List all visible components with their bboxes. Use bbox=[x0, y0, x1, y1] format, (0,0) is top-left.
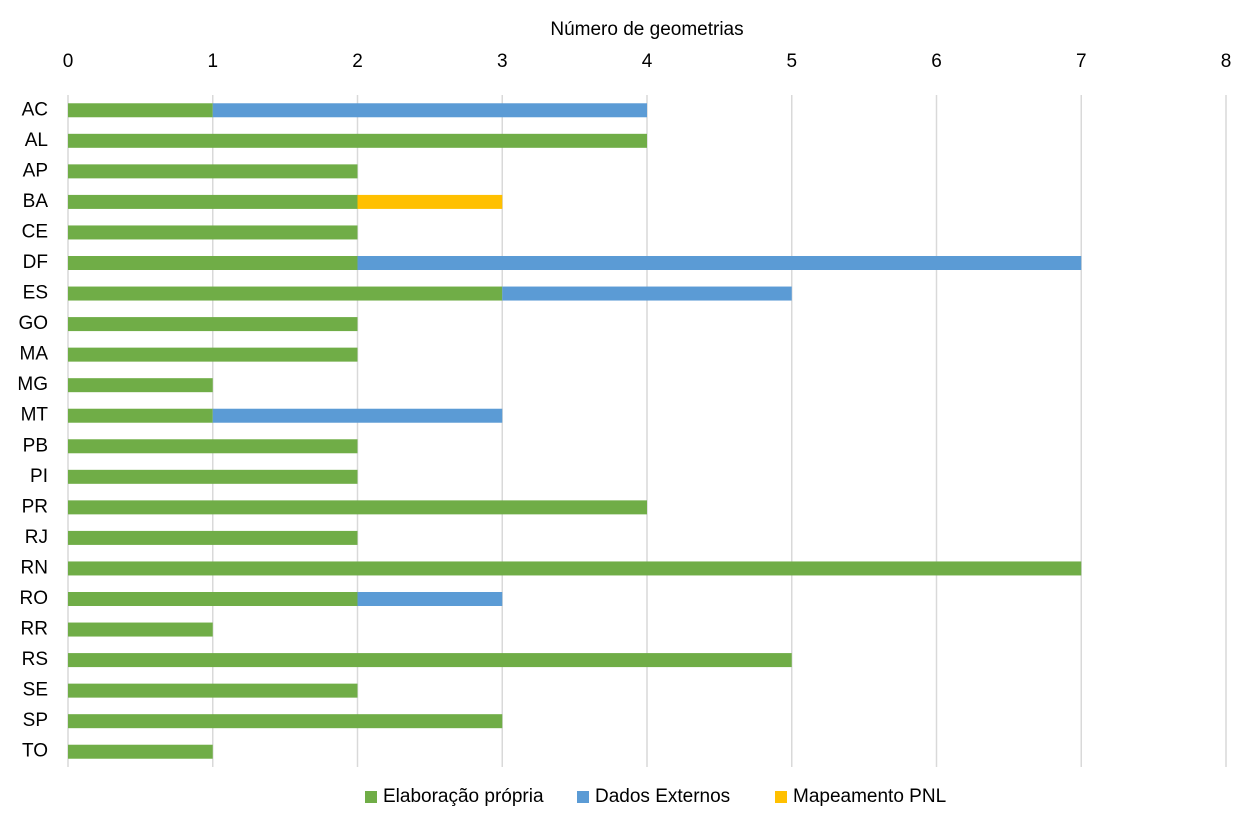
y-tick-label: PB bbox=[23, 435, 48, 456]
bar-segment bbox=[68, 439, 358, 454]
legend-swatch bbox=[775, 791, 787, 803]
bar-segment bbox=[68, 347, 358, 362]
y-tick-label: MA bbox=[20, 344, 49, 365]
legend-label: Elaboração própria bbox=[383, 786, 544, 807]
x-tick-label: 5 bbox=[786, 51, 797, 72]
y-tick-label: SE bbox=[23, 680, 48, 701]
y-tick-label: ES bbox=[23, 283, 48, 304]
bar-segment bbox=[68, 256, 358, 270]
bar-segment bbox=[68, 133, 647, 148]
bar-segment bbox=[212, 103, 647, 118]
x-tick-label: 3 bbox=[497, 51, 508, 72]
y-tick-label: DF bbox=[23, 252, 48, 273]
x-tick-label: 6 bbox=[931, 51, 942, 72]
x-tick-label: 2 bbox=[352, 51, 363, 72]
bar-segment bbox=[68, 683, 358, 698]
y-tick-label: PI bbox=[30, 466, 48, 487]
bar-segment bbox=[68, 714, 503, 729]
y-tick-label: MT bbox=[21, 405, 49, 426]
y-tick-label: AC bbox=[22, 99, 48, 120]
bar-segment bbox=[68, 408, 213, 423]
axis-title: Número de geometrias bbox=[550, 19, 743, 40]
y-tick-label: PR bbox=[22, 496, 48, 517]
bar-segment bbox=[357, 194, 503, 209]
bar-segment bbox=[68, 103, 213, 118]
y-tick-label: AP bbox=[23, 160, 48, 181]
y-tick-label: RR bbox=[21, 619, 48, 640]
y-tick-label: RS bbox=[22, 649, 48, 670]
bar-segment bbox=[68, 378, 213, 393]
x-tick-label: 0 bbox=[63, 51, 74, 72]
legend-label: Dados Externos bbox=[595, 786, 730, 807]
bar-segment bbox=[68, 622, 213, 637]
legend-swatch bbox=[577, 791, 589, 803]
bar-segment bbox=[68, 592, 358, 606]
bar-segment bbox=[68, 164, 358, 179]
y-tick-label: RO bbox=[20, 588, 49, 609]
y-tick-label: TO bbox=[22, 741, 48, 762]
legend-label: Mapeamento PNL bbox=[793, 786, 946, 807]
bar-segment bbox=[502, 286, 792, 301]
bar-segment bbox=[68, 653, 792, 668]
y-tick-label: AL bbox=[25, 130, 48, 151]
bar-segment bbox=[68, 744, 213, 759]
y-tick-label: BA bbox=[23, 191, 49, 212]
bar-segment bbox=[68, 225, 358, 240]
bar-segment bbox=[212, 408, 503, 423]
bar-segment bbox=[68, 561, 1082, 576]
bar-segment bbox=[68, 317, 358, 332]
y-tick-label: GO bbox=[18, 313, 48, 334]
bar-segment bbox=[68, 469, 358, 484]
bar-segment bbox=[357, 592, 503, 606]
bar-segment bbox=[357, 256, 1082, 270]
bar-segment bbox=[68, 194, 358, 209]
y-tick-label: SP bbox=[23, 710, 48, 731]
bar-segment bbox=[68, 530, 358, 545]
y-tick-label: MG bbox=[17, 374, 48, 395]
x-tick-label: 1 bbox=[207, 51, 218, 72]
y-tick-label: RJ bbox=[25, 527, 48, 548]
bar-segment bbox=[68, 286, 503, 301]
x-tick-label: 8 bbox=[1221, 51, 1232, 72]
y-tick-label: RN bbox=[21, 557, 48, 578]
x-tick-label: 4 bbox=[642, 51, 653, 72]
x-tick-label: 7 bbox=[1076, 51, 1087, 72]
legend-swatch bbox=[365, 791, 377, 803]
y-tick-label: CE bbox=[22, 221, 48, 242]
bar-segment bbox=[68, 500, 647, 515]
